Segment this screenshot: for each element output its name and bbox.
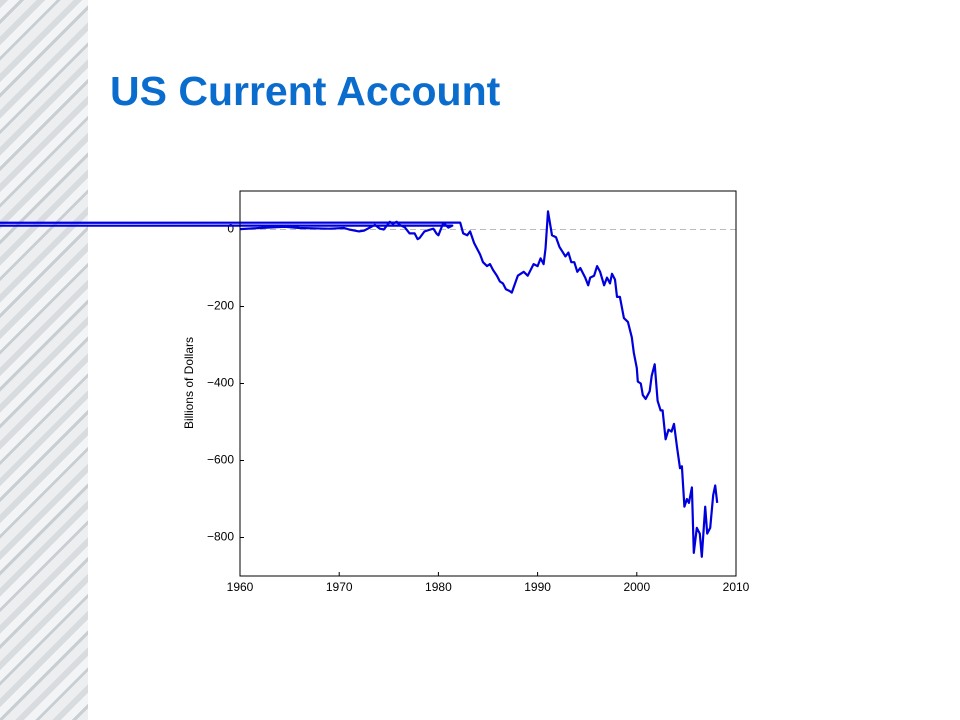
x-tick-label: 1970	[326, 580, 353, 594]
slide-title: US Current Account	[110, 68, 501, 114]
x-tick-label: 1980	[425, 580, 452, 594]
y-tick-label: 0	[227, 222, 234, 236]
plot-frame	[239, 190, 737, 577]
y-tick-label: −400	[207, 376, 234, 390]
y-tick-label: −200	[207, 299, 234, 313]
y-axis-label: Billions of Dollars	[182, 337, 196, 429]
marble-strip	[0, 0, 88, 720]
x-tick-label: 1960	[227, 580, 254, 594]
x-tick-label: 2000	[623, 580, 650, 594]
y-tick-label: −800	[207, 530, 234, 544]
x-tick-label: 2010	[723, 580, 750, 594]
y-tick-label: −600	[207, 453, 234, 467]
x-tick-label: 1990	[524, 580, 551, 594]
line-series	[0, 210, 719, 558]
